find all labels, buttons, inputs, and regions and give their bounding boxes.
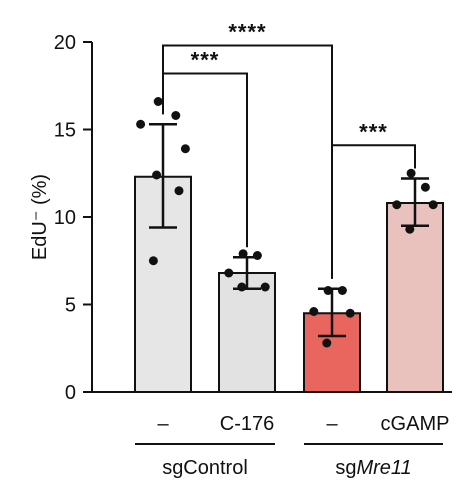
category-label: cGAMP [381,413,450,435]
x-axis-labels: – C-176 – cGAMP sgControl sgMre11 [135,413,449,479]
significance-bracket [162,72,248,248]
category-label: C-176 [220,413,274,435]
data-point [309,307,319,316]
y-tick-label: 5 [65,295,76,317]
significance-label: *** [191,48,220,73]
data-point [323,286,333,295]
data-point [337,286,347,295]
y-tick-label: 10 [54,207,76,229]
data-point [238,249,248,259]
significance-brackets: ********** [162,20,416,279]
data-point [392,200,402,210]
y-tick-label: 0 [65,382,76,404]
bar [303,312,361,393]
data-point [148,256,158,266]
group-label: sgControl [162,457,248,479]
y-axis-label: EdU⁻ (%) [29,174,51,260]
bar [218,272,276,393]
data-point [180,144,190,154]
y-tick-label: 20 [54,32,76,54]
data-point [252,251,262,260]
data-point [136,119,146,129]
data-point [420,182,430,192]
bar [386,202,444,393]
category-label: – [157,413,169,435]
data-point [224,268,234,278]
data-point [428,200,438,210]
data-point [237,282,247,292]
data-points [136,97,438,348]
category-label: – [326,413,338,435]
data-point [171,111,181,120]
y-tick-label: 15 [54,120,76,142]
group-label: sgMre11 [335,457,411,479]
data-point [152,170,162,180]
data-point [345,308,355,318]
significance-label: *** [359,119,388,144]
data-point [405,224,415,234]
data-point [260,282,270,292]
data-point [174,186,184,196]
data-point [322,338,332,348]
significance-label: **** [228,20,266,45]
data-point [406,168,416,178]
data-point [153,97,163,106]
significance-bracket [331,144,416,279]
